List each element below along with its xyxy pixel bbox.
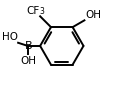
Text: OH: OH: [21, 56, 36, 66]
Text: OH: OH: [84, 10, 100, 20]
Text: CF: CF: [26, 6, 39, 16]
Text: HO: HO: [2, 32, 17, 42]
Text: 3: 3: [39, 7, 44, 16]
Text: B: B: [24, 41, 32, 51]
